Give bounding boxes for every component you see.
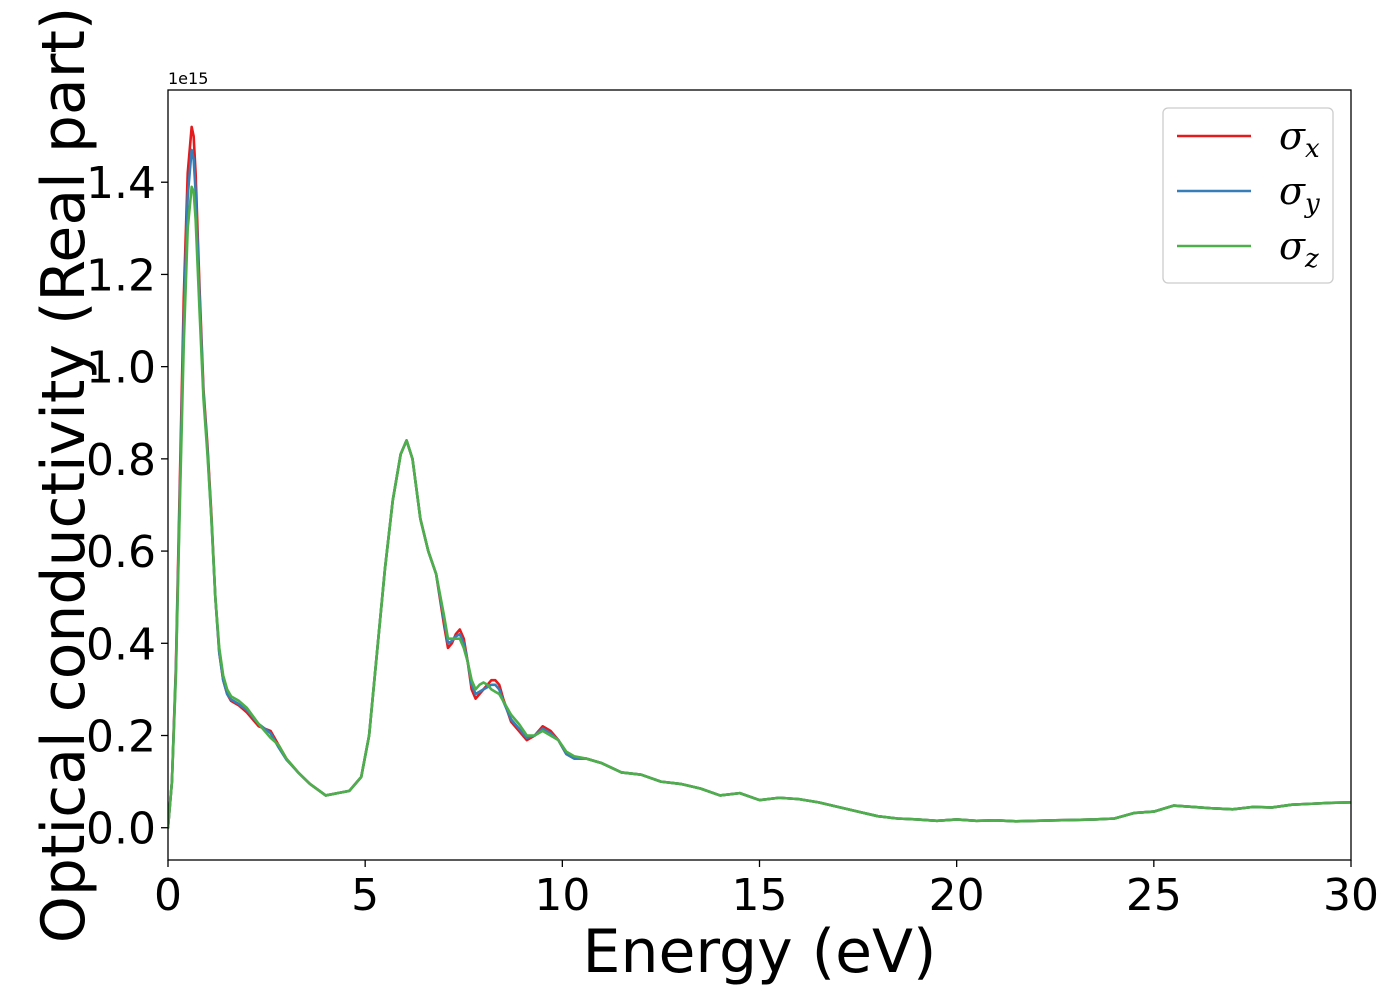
y-tick-label: 0.0 <box>86 804 156 855</box>
x-tick-label: 10 <box>534 870 590 921</box>
series-layer <box>168 125 1351 830</box>
y-tick-label: 0.6 <box>86 527 156 578</box>
y-tick-label: 1.2 <box>86 250 156 301</box>
x-tick-label: 30 <box>1323 870 1379 921</box>
y-tick-label: 1.0 <box>86 343 156 394</box>
x-tick-label: 0 <box>154 870 182 921</box>
y-tick-label: 0.4 <box>86 619 156 670</box>
y-axis-offset-text: 1e15 <box>168 69 208 88</box>
legend-label-z: σz <box>1279 224 1319 274</box>
legend-label-y: σy <box>1279 169 1320 219</box>
y-tick-label: 1.4 <box>86 158 156 209</box>
y-tick-label: 0.8 <box>86 435 156 486</box>
series-line-z <box>168 185 1351 830</box>
x-tick-label: 5 <box>351 870 379 921</box>
x-axis: 0 5 10 15 20 25 30 <box>154 860 1379 921</box>
y-tick-label: 0.2 <box>86 712 156 763</box>
x-tick-label: 25 <box>1126 870 1182 921</box>
legend-label-x: σx <box>1279 114 1320 164</box>
legend-box <box>1162 107 1334 284</box>
y-axis: 0.0 0.2 0.4 0.6 0.8 1.0 1.2 1.4 <box>86 158 168 855</box>
x-axis-label: Energy (eV) <box>583 917 937 987</box>
y-axis-label: Optical conductivity (Real part) <box>29 7 99 944</box>
x-tick-label: 15 <box>732 870 788 921</box>
x-tick-label: 20 <box>929 870 985 921</box>
